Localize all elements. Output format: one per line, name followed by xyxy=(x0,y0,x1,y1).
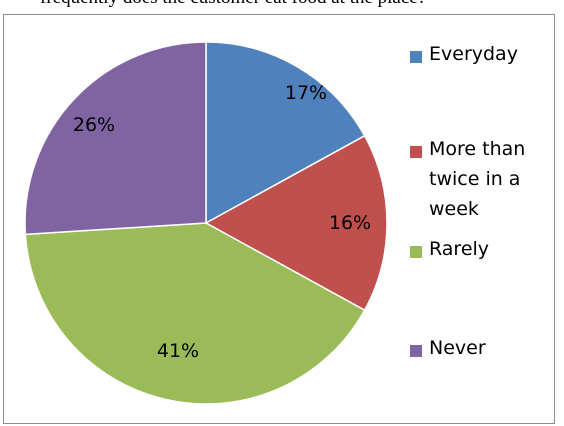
data-label-never: 26% xyxy=(73,114,115,136)
legend-item-everyday: Everyday xyxy=(410,43,547,69)
pie-chart: 17% 16% 41% 26% xyxy=(24,41,388,405)
caption-fragment: frequently does the customer eat food at… xyxy=(40,0,560,9)
legend-item-more-than-twice: More than twice in a week xyxy=(410,138,547,224)
data-label-more-than-twice: 16% xyxy=(329,212,371,234)
legend-swatch-never xyxy=(410,345,422,357)
legend-item-rarely: Rarely xyxy=(410,238,547,264)
legend-swatch-more-than-twice xyxy=(410,146,422,158)
legend-label-more-than-twice: More than twice in a week xyxy=(429,138,526,220)
legend-swatch-everyday xyxy=(410,51,422,63)
legend-item-never: Never xyxy=(410,337,547,363)
data-label-rarely: 41% xyxy=(157,340,199,362)
legend-label-rarely: Rarely xyxy=(429,238,490,260)
legend-label-never: Never xyxy=(429,337,486,359)
pie-slice-everyday xyxy=(205,41,366,225)
pie-slice-never xyxy=(24,41,207,236)
legend-swatch-rarely xyxy=(410,246,422,258)
legend-label-everyday: Everyday xyxy=(429,43,518,65)
chart-area: 17% 16% 41% 26% Everyday More than twice in… xyxy=(3,14,555,424)
pie-slice-more-than-twice xyxy=(204,134,388,312)
data-label-everyday: 17% xyxy=(285,82,327,104)
pie-slice-rarely xyxy=(24,222,366,405)
